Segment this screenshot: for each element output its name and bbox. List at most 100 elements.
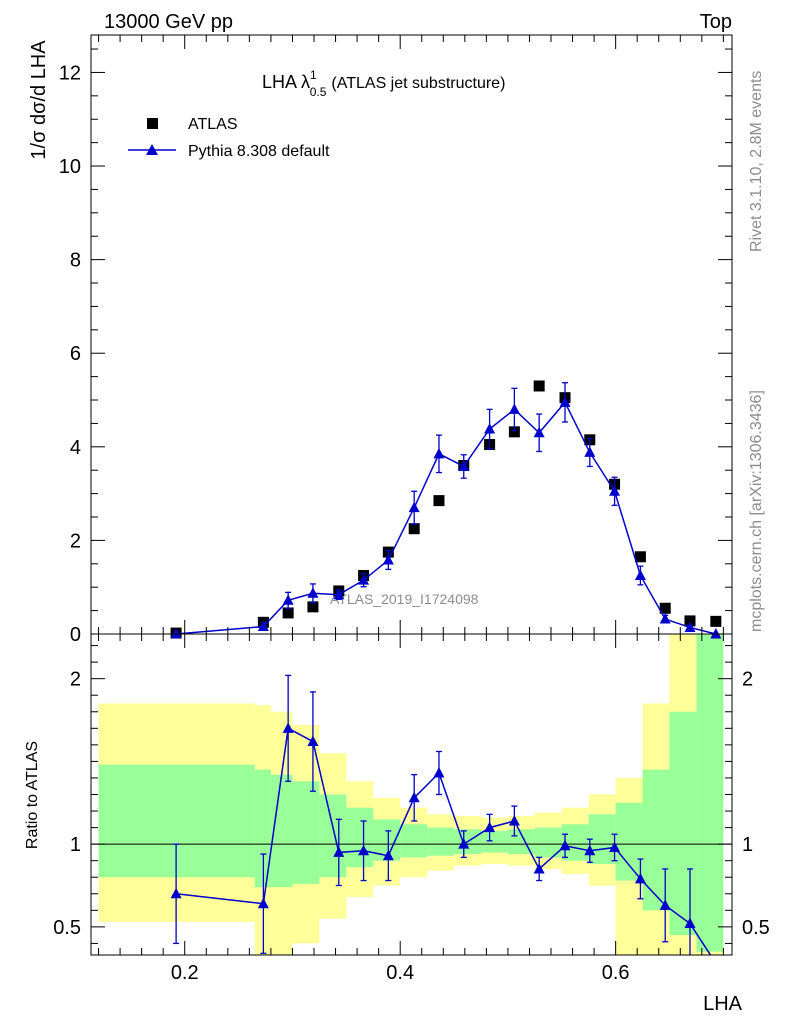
ratio-data-point — [684, 917, 696, 929]
pythia-data-point — [533, 426, 545, 438]
pythia-data-point — [307, 587, 319, 598]
legend-marker-atlas — [147, 118, 158, 129]
ratio-data-point — [484, 821, 496, 833]
plot-title: LHA λ1 0.5 (ATLAS jet substructure) — [262, 68, 505, 99]
ratio-data-point — [458, 838, 470, 849]
ratio-y-tick-label: 2 — [742, 669, 753, 691]
atlas-data-point — [533, 380, 545, 392]
pythia-data-point — [257, 620, 269, 632]
atlas-data-point — [659, 602, 671, 614]
band-inner-bin — [615, 802, 643, 881]
band-inner-bin — [346, 807, 374, 868]
x-axis-label: LHA — [703, 993, 743, 1015]
pythia-data-point — [684, 621, 696, 632]
pythia-line — [176, 401, 717, 635]
band-inner-bin — [696, 634, 724, 952]
ratio-data-point — [609, 841, 621, 852]
pythia-data-point — [282, 594, 294, 605]
ratio-data-point — [433, 766, 445, 778]
main-y-tick-label: 8 — [70, 250, 81, 272]
ratio-data-point — [382, 849, 394, 861]
atlas-data-point — [634, 551, 646, 563]
atlas-data-point — [710, 615, 722, 627]
main-y-tick-label: 4 — [70, 437, 81, 459]
band-inner-bin — [270, 774, 293, 888]
pythia-data-point — [710, 628, 722, 639]
main-y-tick-label: 12 — [59, 62, 81, 84]
pythia-data-point — [484, 423, 496, 434]
header-right-label: Top — [700, 11, 732, 33]
ratio-data-point — [282, 722, 294, 733]
pythia-data-point — [584, 446, 596, 457]
main-y-tick-label: 10 — [59, 156, 81, 178]
analysis-tag: ATLAS_2019_I1724098 — [330, 591, 479, 607]
ratio-uncertainty-bands — [91, 634, 732, 955]
atlas-data-point — [433, 495, 445, 507]
main-y-tick-label: 2 — [70, 530, 81, 552]
legend: ATLAS Pythia 8.308 default — [128, 116, 330, 160]
band-inner-bin — [480, 830, 508, 853]
ratio-data-point — [333, 846, 345, 857]
legend-label-pythia: Pythia 8.308 default — [188, 143, 330, 160]
atlas-data-point — [307, 601, 319, 613]
main-panel-marks — [170, 380, 722, 639]
ratio-y-tick-label: 1 — [70, 834, 81, 856]
pythia-data-point — [508, 403, 520, 414]
band-inner-bin — [292, 781, 320, 884]
band-inner-bin — [427, 827, 455, 856]
ratio-y-axis-label: Ratio to ATLAS — [24, 741, 41, 849]
pythia-data-point — [333, 588, 345, 600]
rivet-version-label: Rivet 3.1.10, 2.8M events — [748, 71, 765, 252]
x-tick-label: 0.4 — [386, 962, 414, 984]
pythia-data-point — [659, 613, 671, 624]
band-inner-bin — [669, 711, 697, 936]
atlas-data-point — [684, 615, 696, 627]
main-y-tick-label: 6 — [70, 343, 81, 365]
ratio-data-point — [533, 862, 545, 874]
ratio-y-tick-label: 0.5 — [53, 917, 81, 939]
ratio-data-point — [659, 899, 671, 910]
ratio-y-tick-label: 1 — [742, 834, 753, 856]
atlas-data-point — [508, 426, 520, 438]
pythia-data-point — [458, 460, 470, 471]
ratio-y-tick-label: 0.5 — [742, 917, 770, 939]
legend-label-atlas: ATLAS — [188, 116, 238, 133]
pythia-data-point — [382, 554, 394, 565]
ratio-data-point — [257, 897, 269, 909]
main-y-axis-label: 1/σ dσ/d LHA — [28, 40, 50, 160]
x-tick-label: 0.2 — [171, 962, 199, 984]
main-y-tick-label: 0 — [70, 624, 81, 646]
pythia-data-point — [408, 501, 420, 513]
atlas-data-point — [282, 607, 294, 619]
band-inner-bin — [254, 769, 271, 888]
band-inner-bin — [319, 794, 347, 878]
ratio-data-point — [634, 872, 646, 884]
ratio-data-point — [358, 844, 370, 856]
atlas-data-point — [408, 523, 420, 535]
ratio-data-point — [307, 735, 319, 747]
ratio-data-point — [170, 887, 182, 899]
pythia-data-point — [433, 447, 445, 459]
ratio-line — [176, 727, 712, 955]
header-left-label: 13000 GeV pp — [104, 11, 233, 33]
pythia-data-point — [559, 396, 571, 407]
ratio-data-point — [508, 814, 520, 826]
band-inner-bin — [588, 814, 616, 864]
pythia-data-point — [609, 485, 621, 496]
pythia-data-point — [358, 574, 370, 585]
ratio-data-point — [559, 839, 571, 851]
legend-marker-pythia — [146, 144, 158, 155]
x-tick-label: 0.6 — [602, 962, 630, 984]
pythia-data-point — [634, 569, 646, 581]
source-url-label: mcplots.cern.ch [arXiv:1306.3436] — [748, 390, 765, 632]
ratio-y-tick-label: 2 — [70, 669, 81, 691]
ratio-data-point — [408, 791, 420, 803]
ratio-data-point — [584, 844, 596, 856]
ratio-panel-marks — [170, 674, 712, 955]
band-inner-bin — [400, 824, 428, 858]
ratio-clipped-group — [170, 674, 712, 955]
svg-text:1/σ dσ/d LHA: 1/σ dσ/d LHA — [28, 40, 50, 160]
pythia-data-point — [170, 628, 182, 639]
